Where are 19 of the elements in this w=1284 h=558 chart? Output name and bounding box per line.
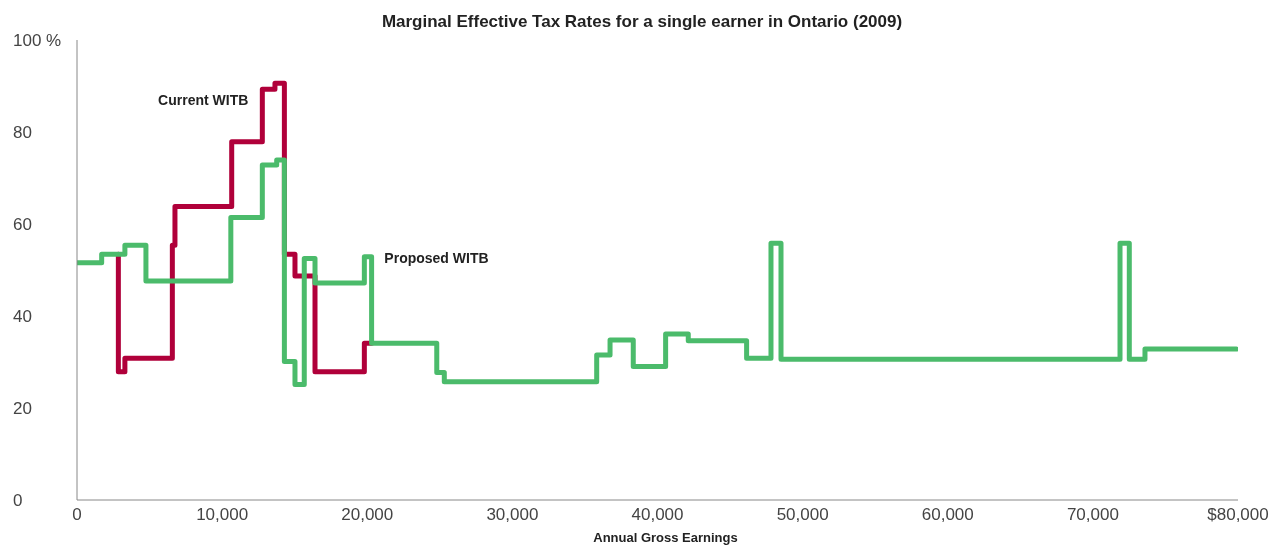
chart-title: Marginal Effective Tax Rates for a single earner in Ontario (2009) bbox=[380, 12, 904, 32]
y-tick-label: 0 bbox=[13, 491, 23, 511]
series-label: Current WITB bbox=[158, 92, 249, 109]
x-tick-label: 10,000 bbox=[196, 505, 249, 525]
y-tick-label: 20 bbox=[13, 399, 32, 419]
y-tick-label: 80 bbox=[13, 123, 32, 143]
x-tick-label: 70,000 bbox=[1066, 505, 1119, 525]
x-tick-label: 40,000 bbox=[631, 505, 684, 525]
x-tick-label: 30,000 bbox=[486, 505, 539, 525]
x-tick-label: 0 bbox=[72, 505, 82, 525]
x-axis-title: Annual Gross Earnings bbox=[592, 530, 739, 545]
x-tick-label: 50,000 bbox=[776, 505, 829, 525]
y-tick-label: 100 % bbox=[13, 31, 62, 51]
x-tick-label: $80,000 bbox=[1207, 505, 1269, 525]
y-tick-label: 60 bbox=[13, 215, 32, 235]
x-tick-label: 60,000 bbox=[921, 505, 974, 525]
y-tick-label: 40 bbox=[13, 307, 32, 327]
x-tick-label: 20,000 bbox=[341, 505, 394, 525]
series-label: Proposed WITB bbox=[384, 249, 489, 266]
